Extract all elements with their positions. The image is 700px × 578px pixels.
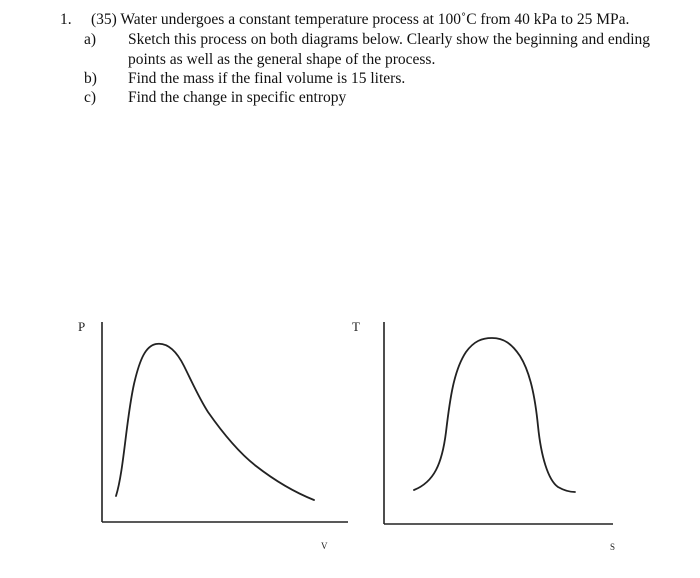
problem-number: 1. (60, 11, 72, 28)
ts-x-label: S (610, 542, 615, 552)
pv-x-label: V (321, 541, 328, 551)
ts-y-label: T (352, 319, 360, 334)
ts-saturation-dome (413, 337, 576, 493)
part-b-label: b) (84, 70, 97, 87)
part-c-text: Find the change in specific entropy (128, 89, 347, 106)
part-b-text: Find the mass if the final volume is 15 … (128, 70, 406, 87)
part-c-label: c) (84, 89, 97, 106)
part-a-label: a) (84, 31, 97, 48)
pv-diagram: P V (78, 319, 348, 551)
ts-diagram: T S (352, 319, 615, 552)
part-a-line-2: points as well as the general shape of t… (128, 51, 436, 68)
problem-statement: 1. (35) Water undergoes a constant tempe… (0, 0, 700, 120)
pv-saturation-dome (115, 342, 315, 501)
problem-header: (35) Water undergoes a constant temperat… (91, 11, 630, 28)
pv-y-label: P (78, 319, 85, 334)
part-a-line-1: Sketch this process on both diagrams bel… (128, 31, 651, 48)
